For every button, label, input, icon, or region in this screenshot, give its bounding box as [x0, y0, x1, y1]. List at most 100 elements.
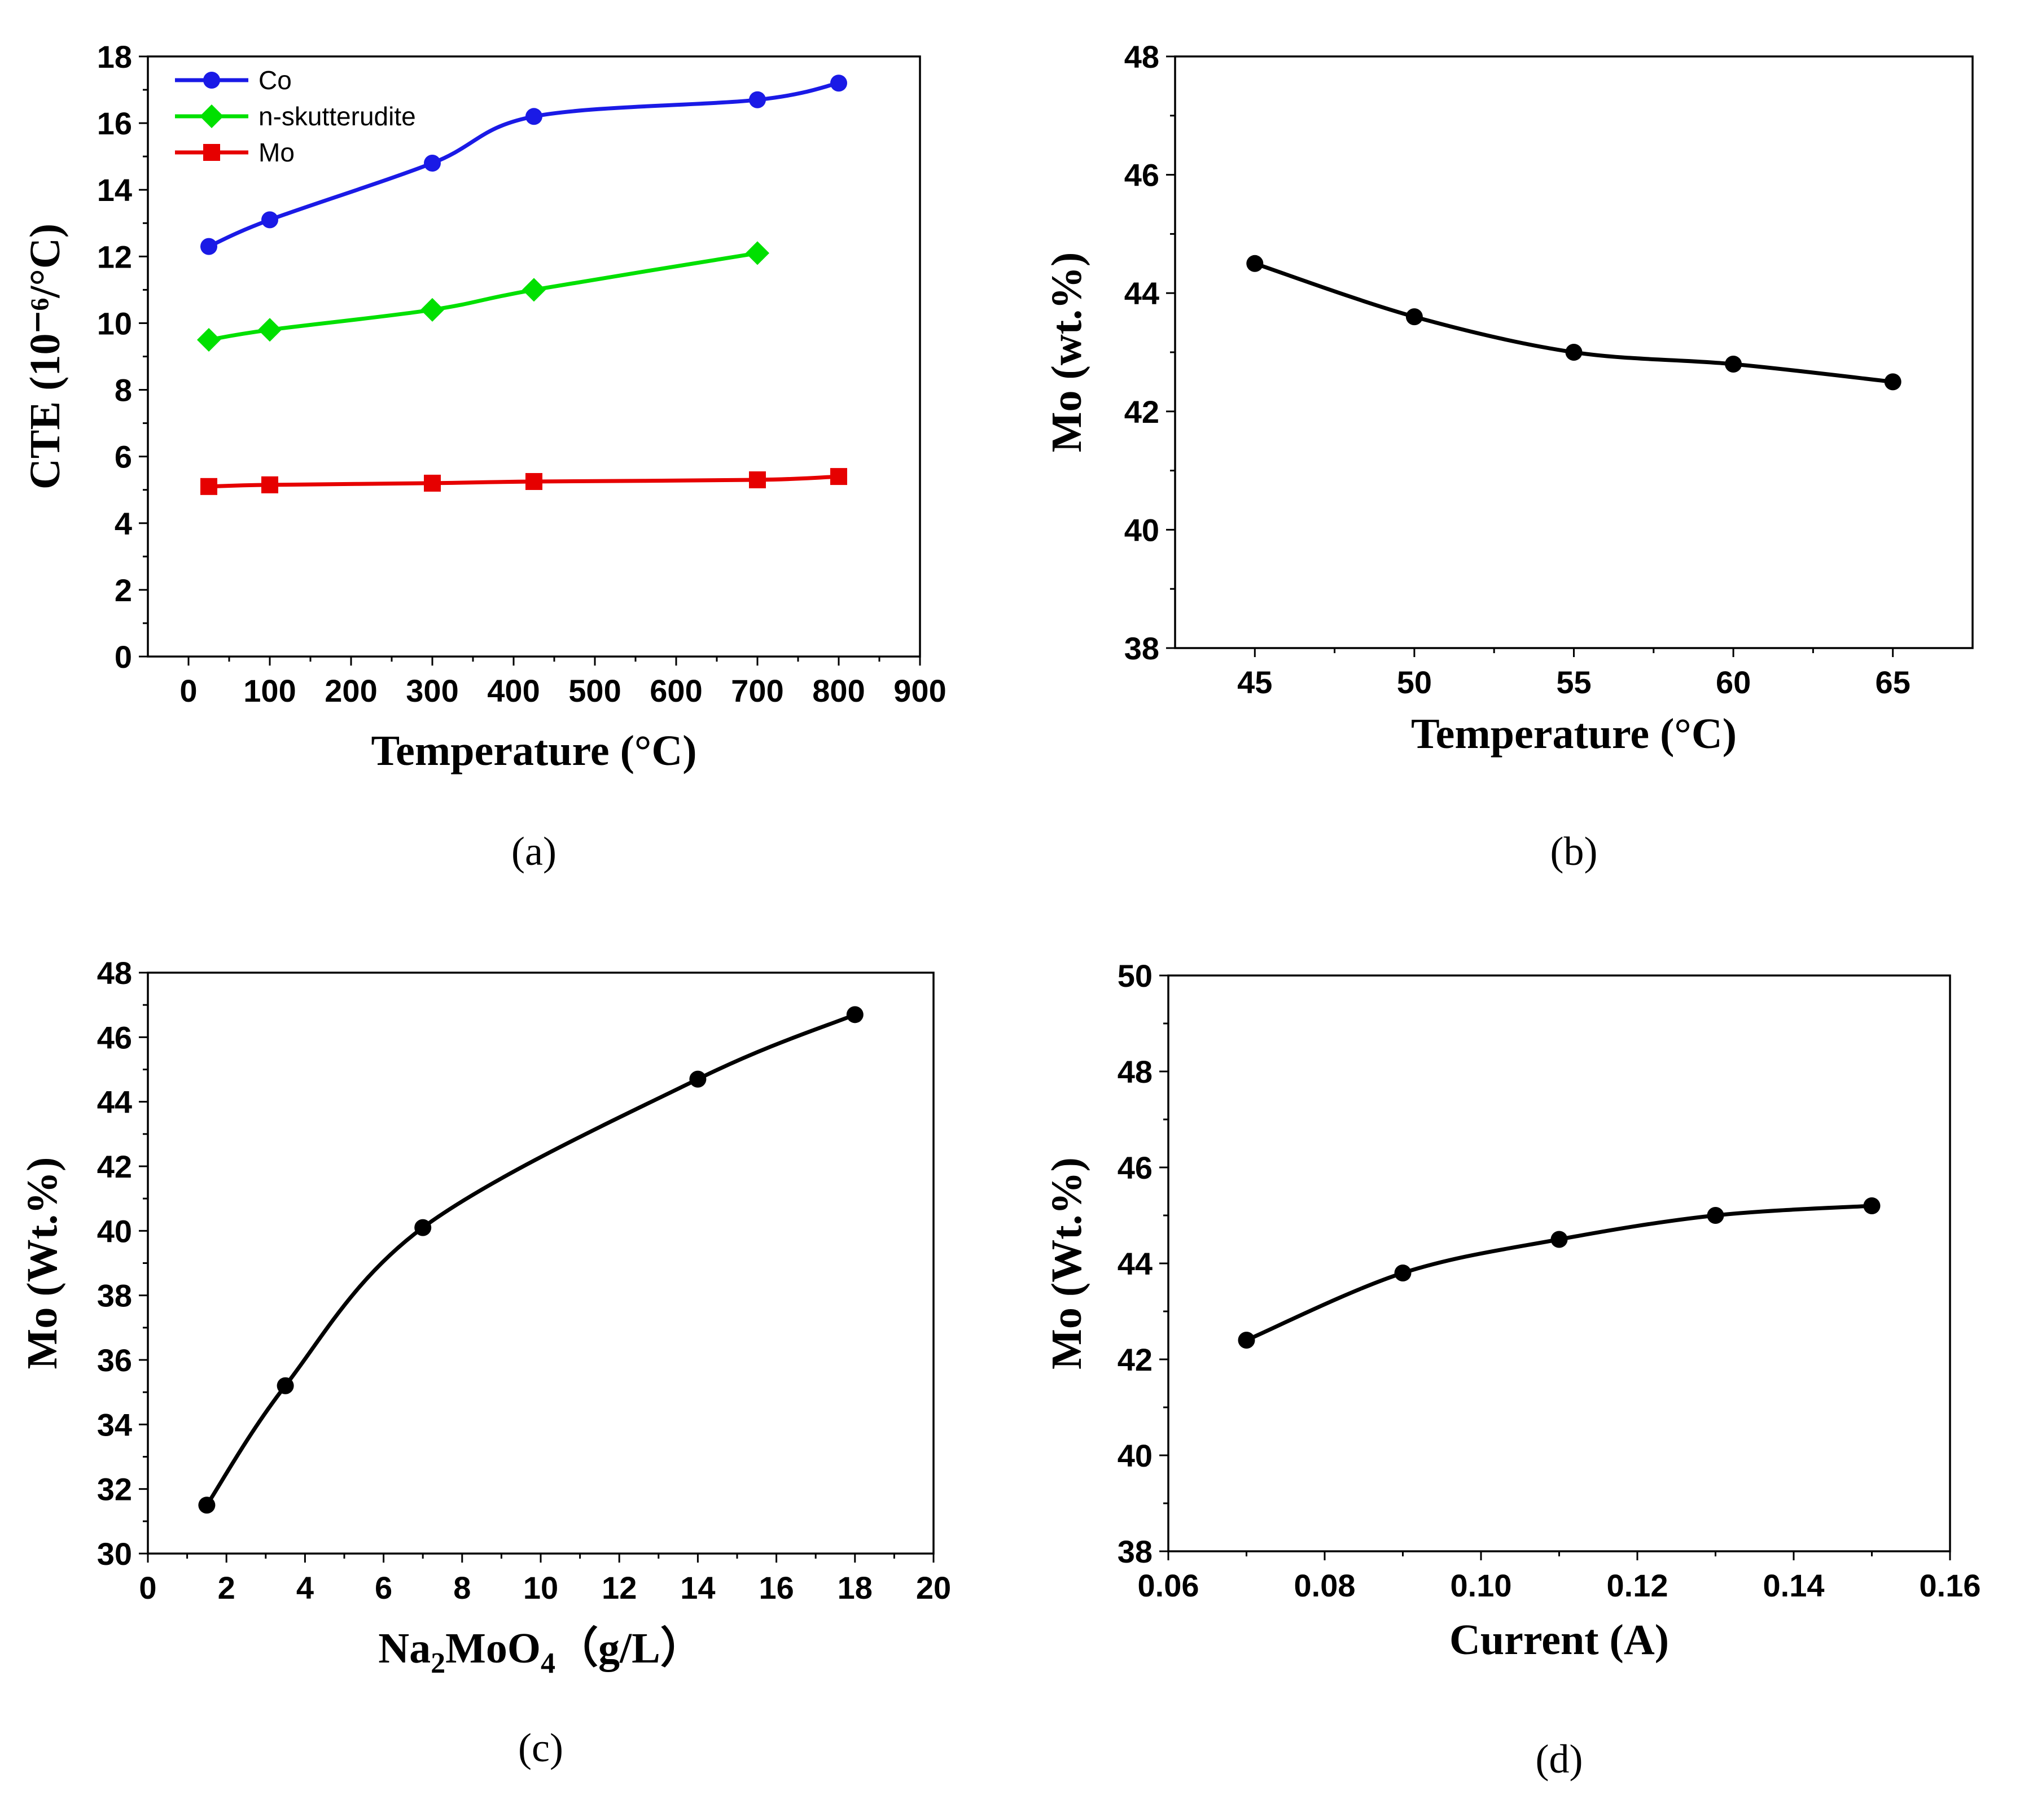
x-title-part: Na: [378, 1625, 431, 1672]
y-tick-label: 38: [1118, 1534, 1153, 1569]
x-title-part: （g/L）: [555, 1625, 703, 1672]
x-tick-label: 50: [1397, 664, 1432, 700]
data-point: [424, 474, 441, 492]
data-point: [198, 1497, 216, 1514]
y-axis-title: Mo (Wt.%): [1043, 1157, 1090, 1370]
y-tick-label: 16: [97, 106, 132, 141]
chart-panel-b: 45 50 55 60 65 38 40 42 44 46 48 Temperature (°C) Mo…: [1043, 39, 1974, 874]
series-line: [207, 474, 841, 489]
data-point: [1725, 355, 1742, 373]
y-axis-title: Mo (Wt.%): [19, 1157, 66, 1370]
x-tick-label: 65: [1876, 664, 1911, 700]
data-point: [746, 241, 769, 265]
panel-label: (a): [511, 829, 557, 874]
x-tick-label: 6: [375, 1570, 392, 1605]
data-point: [197, 327, 221, 352]
data-point: [525, 473, 542, 490]
y-tick-label: 46: [1118, 1150, 1153, 1185]
y-tick-label: 40: [1118, 1438, 1153, 1473]
y-tick-label: 2: [115, 572, 132, 608]
y-tick-label: 50: [1118, 958, 1153, 994]
y-tick-label: 32: [97, 1472, 132, 1507]
y-tick-label: 44: [97, 1084, 132, 1120]
y-tick-label: 38: [1124, 631, 1159, 666]
data-point: [1550, 1231, 1568, 1248]
y-tick-label: 40: [97, 1213, 132, 1249]
data-point: [261, 211, 278, 229]
y-tick-label: 48: [1118, 1054, 1153, 1090]
plot-frame: [1167, 974, 1951, 1552]
y-tick-label: 42: [1124, 394, 1159, 430]
series-line: [1245, 1204, 1874, 1342]
x-tick-label: 0.06: [1138, 1568, 1199, 1603]
data-point: [414, 1219, 432, 1236]
x-tick-label: 18: [838, 1570, 873, 1605]
x-tick-label: 0.10: [1451, 1568, 1512, 1603]
plot-frame: [147, 972, 935, 1555]
y-tick-label: 36: [97, 1342, 132, 1378]
x-tick-label: 400: [487, 673, 540, 708]
legend-label: Mo: [258, 138, 295, 167]
y-tick-label: 48: [1124, 39, 1159, 75]
x-tick-label: 900: [893, 673, 946, 708]
y-tick-label: 44: [1118, 1246, 1153, 1281]
data-point: [420, 298, 444, 322]
chart-panel-c: 0 2 4 6 8 10 12 14 16 18 2030323436384042444648Na2…: [19, 955, 951, 1770]
y-tick-label: 12: [97, 239, 132, 274]
data-point: [424, 154, 441, 172]
y-tick-label: 14: [97, 172, 132, 208]
data-point: [1707, 1207, 1724, 1224]
y-tick-label: 8: [115, 373, 132, 408]
x-title-subscript: 4: [541, 1647, 555, 1679]
data-point: [830, 468, 847, 485]
data-point: [749, 91, 766, 108]
data-point: [1246, 255, 1264, 272]
data-point: [522, 278, 546, 302]
y-tick-label: 42: [97, 1149, 132, 1184]
series-mo: [1238, 1197, 1881, 1349]
x-tick-label: 0.16: [1920, 1568, 1981, 1603]
x-tick-label: 45: [1237, 664, 1272, 700]
chart-panel-a: 0 100 200 300 400 500 600 700 800 900 0 2 4 6 8 10 12 14 1…: [21, 39, 947, 874]
series-line: [204, 1012, 857, 1507]
x-tick-label: 0: [139, 1570, 156, 1605]
x-tick-label: 0.08: [1294, 1568, 1356, 1603]
chart-panel-d: 0.06 0.08 0.10 0.12 0.14 0.16 38 40 42 44 46 48 50 Cu…: [1043, 958, 1981, 1782]
legend-label: n-skutterudite: [258, 102, 416, 131]
series-line: [207, 251, 760, 342]
y-axis-title: CTE (10⁻⁶/°C): [21, 224, 69, 489]
data-point: [1394, 1265, 1412, 1281]
panel-label: (b): [1550, 829, 1598, 874]
x-tick-label: 60: [1716, 664, 1751, 700]
x-tick-label: 700: [731, 673, 783, 708]
data-point: [1238, 1332, 1255, 1349]
x-axis-title: Current (A): [1449, 1616, 1669, 1664]
x-tick-label: 600: [650, 673, 702, 708]
y-tick-label: 0: [115, 639, 132, 675]
data-point: [200, 104, 224, 128]
y-tick-label: 48: [97, 955, 132, 991]
series-mo: [198, 1006, 864, 1514]
x-tick-label: 300: [406, 673, 458, 708]
series-mo: [200, 468, 847, 495]
data-point: [203, 144, 220, 161]
x-title-subscript: 2: [431, 1647, 445, 1679]
data-point: [1863, 1197, 1881, 1214]
x-tick-label: 20: [916, 1570, 951, 1605]
x-tick-label: 200: [325, 673, 377, 708]
y-tick-label: 6: [115, 439, 132, 475]
y-tick-label: 46: [1124, 158, 1159, 193]
data-point: [200, 238, 217, 255]
data-point: [1884, 373, 1901, 391]
series-line: [1252, 261, 1895, 384]
y-tick-label: 44: [1124, 275, 1159, 311]
data-point: [200, 478, 217, 495]
data-point: [258, 318, 282, 342]
y-tick-label: 34: [97, 1407, 132, 1442]
x-tick-label: 4: [296, 1570, 314, 1605]
data-point: [830, 75, 847, 92]
data-point: [846, 1006, 864, 1023]
data-point: [1565, 344, 1583, 361]
x-tick-label: 100: [243, 673, 296, 708]
y-tick-label: 30: [97, 1536, 132, 1572]
